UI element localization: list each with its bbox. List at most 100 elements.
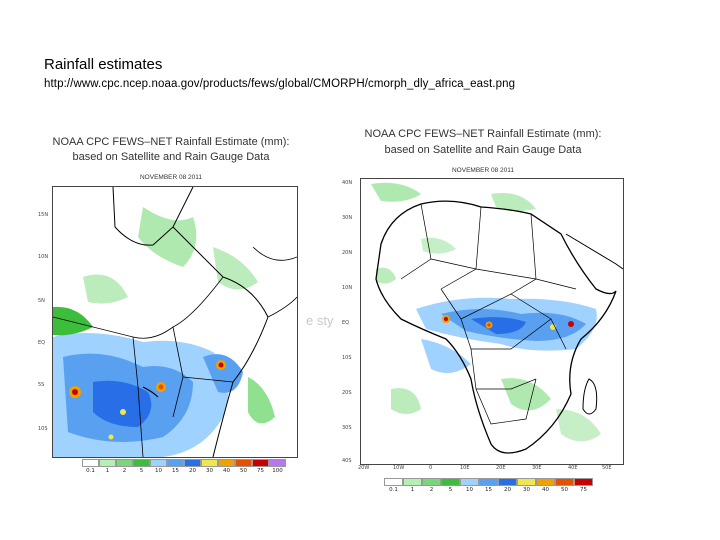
east-africa-rainfall-map: NOAA CPC FEWS–NET Rainfall Estimate (mm)… bbox=[36, 130, 306, 475]
legend-item: 10 bbox=[150, 459, 167, 474]
lon-tick: 50E bbox=[602, 465, 612, 471]
lat-tick: 20S bbox=[342, 390, 352, 396]
legend-label: 15 bbox=[485, 487, 492, 493]
legend-item: 50 bbox=[235, 459, 252, 474]
legend-item: 20 bbox=[184, 459, 201, 474]
legend-label: 0.1 bbox=[389, 487, 398, 493]
lon-tick: 30E bbox=[532, 465, 542, 471]
legend-label: 0.1 bbox=[86, 468, 95, 474]
legend-swatch bbox=[403, 478, 422, 486]
legend-swatch bbox=[133, 459, 150, 467]
lon-tick: 40E bbox=[568, 465, 578, 471]
legend-label: 40 bbox=[223, 468, 230, 474]
lat-tick: 10S bbox=[342, 355, 352, 361]
legend-label: 20 bbox=[504, 487, 511, 493]
lat-tick: EQ bbox=[38, 340, 46, 346]
legend-item: 15 bbox=[479, 478, 498, 493]
legend-swatch bbox=[269, 459, 286, 467]
lat-tick: EQ bbox=[342, 320, 350, 326]
legend-item: 30 bbox=[517, 478, 536, 493]
legend-label: 15 bbox=[172, 468, 179, 474]
legend-label: 5 bbox=[448, 487, 453, 493]
legend-item: 100 bbox=[269, 459, 286, 474]
lat-tick: 10S bbox=[38, 426, 48, 432]
lon-tick: 10E bbox=[460, 465, 470, 471]
lat-tick: 30S bbox=[342, 425, 352, 431]
legend-label: 100 bbox=[272, 468, 283, 474]
lat-tick: 5N bbox=[38, 298, 45, 304]
lon-tick: 0 bbox=[429, 465, 433, 471]
map-date: NOVEMBER 08 2011 bbox=[451, 167, 515, 174]
map-header-line1: NOAA CPC FEWS–NET Rainfall Estimate (mm)… bbox=[364, 128, 602, 140]
legend-swatch bbox=[498, 478, 517, 486]
legend-item: 2 bbox=[422, 478, 441, 493]
lat-tick: 10N bbox=[38, 254, 49, 260]
rainfall-field bbox=[371, 182, 623, 454]
lat-tick: 20N bbox=[342, 250, 353, 256]
legend-swatch bbox=[460, 478, 479, 486]
legend-label: 30 bbox=[523, 487, 530, 493]
legend-item: 40 bbox=[218, 459, 235, 474]
legend-label: 2 bbox=[122, 468, 127, 474]
legend-item: 0.1 bbox=[82, 459, 99, 474]
legend-label: 20 bbox=[189, 468, 196, 474]
legend-swatch bbox=[167, 459, 184, 467]
lat-tick: 40N bbox=[342, 180, 353, 186]
legend-label: 5 bbox=[139, 468, 144, 474]
legend-label: 75 bbox=[580, 487, 587, 493]
legend-item: 2 bbox=[116, 459, 133, 474]
legend-swatch bbox=[218, 459, 235, 467]
legend-swatch bbox=[150, 459, 167, 467]
lon-tick: 20E bbox=[496, 465, 506, 471]
legend-label: 10 bbox=[155, 468, 162, 474]
lat-tick: 40S bbox=[342, 458, 352, 464]
legend-swatch bbox=[555, 478, 574, 486]
legend-label: 2 bbox=[429, 487, 434, 493]
legend-swatch bbox=[536, 478, 555, 486]
map-date: NOVEMBER 08 2011 bbox=[139, 174, 203, 181]
legend-swatch bbox=[116, 459, 133, 467]
legend-item: 20 bbox=[498, 478, 517, 493]
legend-item: 10 bbox=[460, 478, 479, 493]
legend-swatch bbox=[82, 459, 99, 467]
map-plot-area bbox=[52, 186, 298, 458]
legend-item: 15 bbox=[167, 459, 184, 474]
legend-swatch bbox=[441, 478, 460, 486]
legend-label: 1 bbox=[410, 487, 415, 493]
legend-label: 1 bbox=[105, 468, 110, 474]
legend-label: 50 bbox=[240, 468, 247, 474]
legend-swatch bbox=[384, 478, 403, 486]
legend-item: 30 bbox=[201, 459, 218, 474]
rainfall-legend: 0.1 1 2 5 10 15 20 30 40 50 75 bbox=[384, 478, 593, 493]
legend-item: 75 bbox=[252, 459, 269, 474]
rainfall-legend: 0.1 1 2 5 10 15 20 30 40 50 75 100 bbox=[82, 459, 286, 474]
legend-item: 1 bbox=[403, 478, 422, 493]
africa-rainfall-map: NOAA CPC FEWS–NET Rainfall Estimate (mm)… bbox=[340, 122, 626, 494]
legend-swatch bbox=[184, 459, 201, 467]
legend-swatch bbox=[201, 459, 218, 467]
lat-tick: 5S bbox=[38, 382, 45, 388]
placeholder-ghost-text: e sty bbox=[306, 313, 334, 328]
legend-swatch bbox=[574, 478, 593, 486]
legend-item: 5 bbox=[441, 478, 460, 493]
map-header-line2: based on Satellite and Rain Gauge Data bbox=[384, 144, 582, 156]
legend-item: 5 bbox=[133, 459, 150, 474]
legend-swatch bbox=[479, 478, 498, 486]
legend-swatch bbox=[252, 459, 269, 467]
lat-tick: 30N bbox=[342, 215, 353, 221]
lat-tick: 15N bbox=[38, 212, 49, 218]
lat-tick: 10N bbox=[342, 285, 353, 291]
legend-swatch bbox=[517, 478, 536, 486]
map-header-line1: NOAA CPC FEWS–NET Rainfall Estimate (mm)… bbox=[52, 136, 290, 148]
lon-tick: 20W bbox=[358, 465, 370, 471]
legend-item: 75 bbox=[574, 478, 593, 493]
map-header-line2: based on Satellite and Rain Gauge Data bbox=[72, 151, 270, 163]
legend-label: 10 bbox=[466, 487, 473, 493]
rainfall-field bbox=[53, 187, 297, 457]
legend-item: 40 bbox=[536, 478, 555, 493]
legend-swatch bbox=[235, 459, 252, 467]
legend-item: 1 bbox=[99, 459, 116, 474]
slide-title: Rainfall estimates bbox=[44, 56, 163, 73]
map-plot-area bbox=[360, 178, 624, 465]
legend-swatch bbox=[99, 459, 116, 467]
